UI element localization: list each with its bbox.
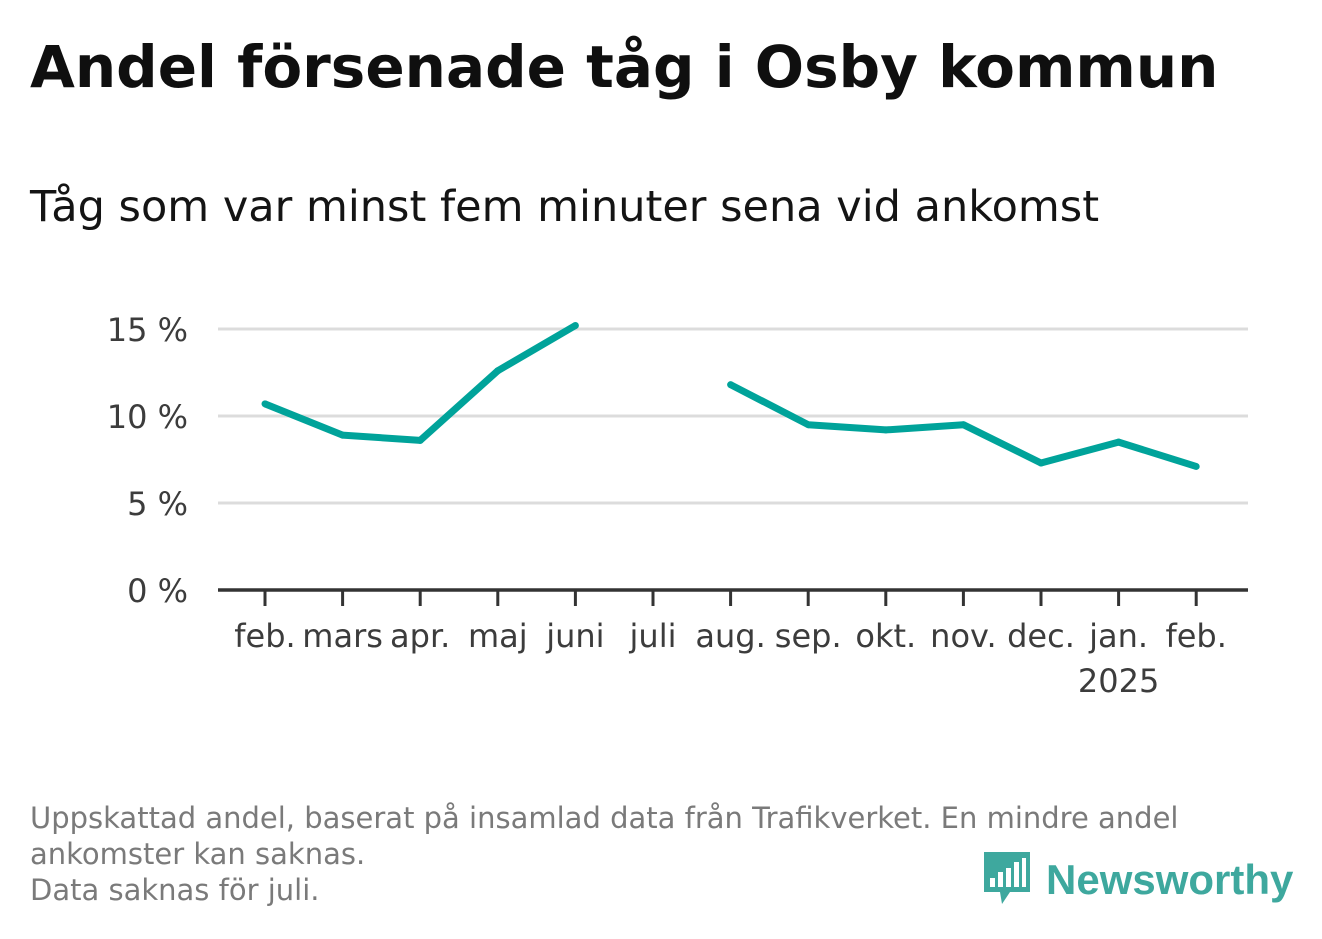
x-tick-label: jan. — [1088, 617, 1148, 655]
y-tick-label: 5 % — [127, 485, 188, 523]
x-tick-label: feb. — [1165, 617, 1226, 655]
y-tick-label: 0 % — [127, 572, 188, 610]
y-tick-label: 15 % — [107, 311, 188, 349]
x-tick-label: aug. — [695, 617, 765, 655]
data-point — [1192, 462, 1200, 470]
data-point — [1037, 459, 1045, 467]
data-point — [416, 436, 424, 444]
x-tick-label: nov. — [930, 617, 996, 655]
chart-title: Andel försenade tåg i Osby kommun — [30, 33, 1219, 101]
data-point — [339, 431, 347, 439]
x-year-label: 2025 — [1078, 662, 1159, 700]
series-lines — [261, 322, 1200, 470]
x-tick-label: juli — [629, 617, 677, 655]
x-tick-label: okt. — [855, 617, 916, 655]
x-tick-label: mars — [302, 617, 383, 655]
data-point — [494, 367, 502, 375]
x-tick-label: feb. — [234, 617, 295, 655]
x-axis-ticks: feb. mars apr. maj juni juli aug. sep. okt. nov. d… — [234, 590, 1227, 700]
data-point — [882, 426, 890, 434]
x-tick-label: maj — [468, 617, 528, 655]
footer-line-3: Data saknas för juli. — [30, 873, 320, 907]
gridlines — [218, 327, 1248, 505]
x-tick-label: dec. — [1007, 617, 1075, 655]
x-tick-label: apr. — [390, 617, 450, 655]
brand-logo: Newsworthy — [980, 850, 1293, 910]
chart-subtitle: Tåg som var minst fem minuter sena vid a… — [30, 182, 1100, 232]
series-line — [263, 322, 578, 444]
footer-line-1: Uppskattad andel, baserat på insamlad da… — [30, 801, 1179, 835]
data-point — [959, 421, 967, 429]
data-point — [804, 421, 812, 429]
x-tick-label: juni — [545, 617, 604, 655]
footer-note: Uppskattad andel, baserat på insamlad da… — [30, 800, 1280, 908]
data-point — [727, 381, 735, 389]
y-tick-label: 10 % — [107, 398, 188, 436]
y-axis-ticks: 0 % 5 % 10 % 15 % — [107, 311, 188, 610]
data-point — [261, 400, 269, 408]
footer-line-2: ankomster kan saknas. — [30, 837, 366, 871]
line-chart: 0 %5 %10 %15 % feb. mars apr. maj juni juli au… — [107, 311, 1248, 700]
newsworthy-logo-icon — [980, 848, 1034, 912]
data-point — [571, 322, 579, 330]
brand-name: Newsworthy — [1046, 856, 1294, 903]
x-tick-label: sep. — [775, 617, 842, 655]
data-point — [1115, 438, 1123, 446]
